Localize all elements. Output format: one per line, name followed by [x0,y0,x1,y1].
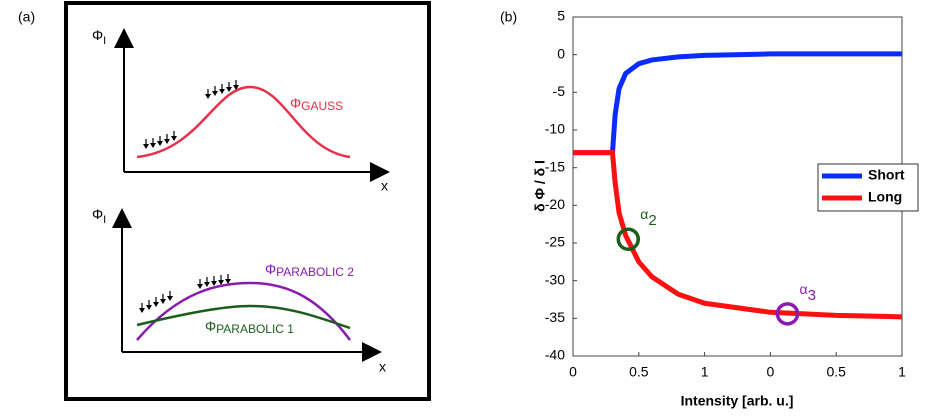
y-tick-label: -35 [545,309,565,325]
arrows [142,79,240,150]
parabolic-1-curve [136,304,351,330]
legend-label: Long [868,189,902,205]
y-tick-label: 0 [557,45,565,61]
curve-label: ΦPARABOLIC 2 [265,261,354,279]
y-tick-label: -30 [545,271,565,287]
annotation-label: α2 [640,206,656,229]
x-tick-label: 0.5 [629,364,649,380]
y-tick-label: -40 [545,347,565,363]
y-tick-label: -5 [553,83,566,99]
legend-label: Short [868,167,905,183]
series-line [573,51,902,156]
x-axis-label: x [381,178,388,194]
panel-frame [64,1,431,401]
legend-box [817,163,919,212]
x-tick-label: 0 [767,364,775,380]
x-tick-label: 0.5 [826,364,846,380]
y-axis-label: ΦI [92,27,106,47]
top-diagram: ΦI x ΦGAUSS [92,27,390,194]
annotation-sub: 2 [648,212,656,229]
curve-label: ΦPARABOLIC 1 [205,318,294,336]
parabolic-2-curve [136,281,351,341]
annotation-sub: 3 [808,287,816,304]
arrows [138,273,232,314]
y-tick-label: 5 [557,8,565,24]
panel-label: (a) [18,9,35,25]
x-axis-label: x [379,359,386,375]
annotation-marker [775,302,800,326]
y-tick-label: -25 [545,234,565,250]
y-axis-title: δ Φ / δ I [532,160,548,212]
curve-label: ΦGAUSS [290,95,343,113]
annotation-symbol: α [640,206,648,222]
x-tick-label: 1 [898,364,906,380]
panel-label: (b) [500,9,517,25]
annotation-marker [616,227,641,251]
annotation-symbol: α [800,281,808,297]
x-axis-title: Intensity [arb. u.] [681,393,794,409]
y-axis-label: ΦI [92,206,106,226]
bottom-diagram: ΦI x ΦPARABOLIC 2 ΦPARABOLIC 1 [92,206,386,375]
x-tick-label: 0 [569,364,577,380]
y-tick-label: -20 [545,196,565,212]
y-tick-label: -15 [545,158,565,174]
x-tick-label: 1 [701,364,709,380]
series-line [573,150,903,320]
y-tick-label: -10 [545,121,565,137]
annotation-label: α3 [800,281,816,304]
gauss-curve [136,85,351,159]
